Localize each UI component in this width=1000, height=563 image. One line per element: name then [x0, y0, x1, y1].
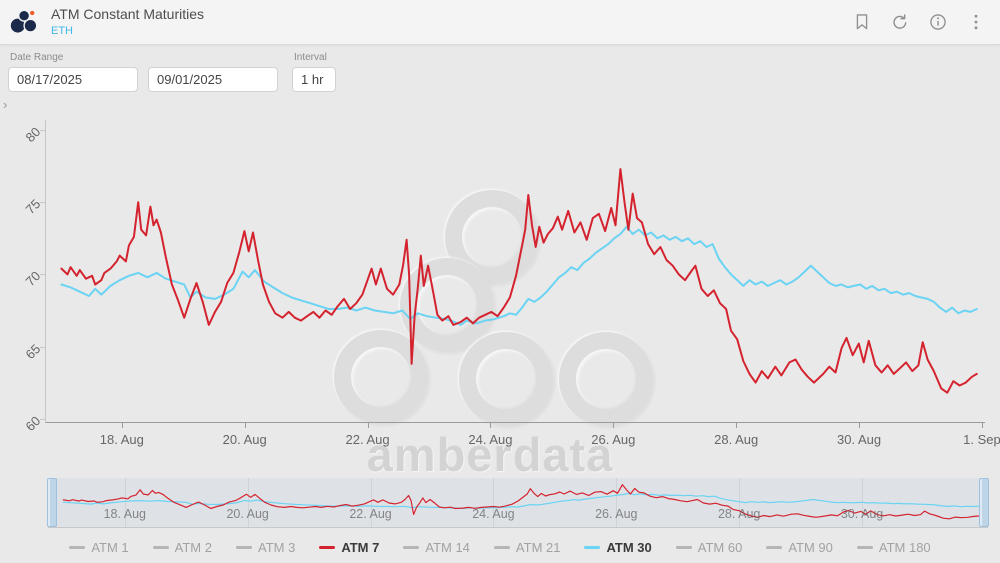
- legend-item-atm-30[interactable]: ATM 30: [584, 540, 652, 555]
- x-axis-label: 22. Aug: [345, 432, 390, 447]
- page-title: ATM Constant Maturities: [51, 6, 205, 23]
- x-axis-label: 18. Aug: [99, 432, 144, 447]
- sidebar-expand-chevron[interactable]: ›: [3, 97, 8, 112]
- navigator-x-label: 28. Aug: [717, 507, 761, 521]
- watermark: amberdata: [0, 105, 1000, 481]
- interval-label: Interval: [294, 52, 327, 63]
- x-axis-tick: [736, 423, 738, 428]
- navigator-gridline: [124, 478, 126, 527]
- legend-label: ATM 2: [174, 540, 212, 555]
- legend-label: ATM 60: [697, 540, 743, 555]
- navigator-chart-svg[interactable]: [48, 478, 988, 528]
- y-axis-tick: [40, 130, 45, 132]
- legend-dash-icon: [152, 546, 169, 549]
- legend-dash-icon: [69, 546, 86, 549]
- x-axis-label: 28. Aug: [714, 432, 759, 447]
- legend-item-atm-21[interactable]: ATM 21: [493, 540, 561, 555]
- legend-dash-icon: [766, 546, 783, 549]
- date-range-label: Date Range: [10, 52, 64, 63]
- x-axis-label: 26. Aug: [591, 432, 636, 447]
- legend-dash-icon: [403, 546, 420, 549]
- legend-item-atm-90[interactable]: ATM 90: [766, 540, 833, 555]
- chart-legend: ATM 1 ATM 2 ATM 3 ATM 7 ATM 14 ATM 21 ATM 30 AT…: [0, 540, 1000, 555]
- bookmark-icon[interactable]: [852, 12, 872, 32]
- x-axis-label: 1. Sep: [963, 432, 1000, 447]
- legend-item-atm-60[interactable]: ATM 60: [675, 540, 743, 555]
- y-axis-tick: [40, 202, 45, 204]
- x-axis-label: 20. Aug: [222, 432, 267, 447]
- x-axis-tick: [490, 423, 492, 428]
- y-axis-tick: [40, 418, 45, 420]
- legend-label: ATM 3: [257, 540, 296, 555]
- app-header: ATM Constant Maturities ETH: [0, 0, 1000, 45]
- y-axis-tick: [40, 346, 45, 348]
- y-axis-tick: [40, 274, 45, 276]
- x-axis-label: 24. Aug: [468, 432, 513, 447]
- interval-input[interactable]: [292, 67, 336, 92]
- navigator-x-label: 18. Aug: [103, 507, 146, 521]
- x-axis-tick: [613, 423, 615, 428]
- x-axis-tick: [367, 423, 369, 428]
- navigator-x-label: 20. Aug: [226, 507, 269, 521]
- x-axis-tick: [981, 423, 983, 428]
- legend-label: ATM 180: [878, 540, 931, 555]
- asset-subtitle: ETH: [51, 24, 73, 37]
- navigator-gridline: [493, 478, 495, 527]
- watermark-text: amberdata: [366, 428, 614, 481]
- legend-label: ATM 21: [515, 540, 561, 555]
- main-chart-svg[interactable]: [46, 120, 986, 423]
- navigator-x-label: 30. Aug: [840, 507, 884, 521]
- legend-label: ATM 90: [788, 540, 833, 555]
- legend-item-atm-2[interactable]: ATM 2: [152, 540, 212, 555]
- legend-item-atm-180[interactable]: ATM 180: [856, 540, 931, 555]
- chart-plot[interactable]: [45, 120, 985, 423]
- legend-dash-icon: [675, 546, 692, 549]
- controls-bar: Date Range Interval: [8, 52, 336, 92]
- x-axis-tick: [244, 423, 246, 428]
- date-range-group: Date Range: [8, 52, 278, 92]
- legend-dash-icon: [319, 546, 336, 549]
- navigator-handle-left[interactable]: [47, 478, 57, 527]
- range-navigator[interactable]: 18. Aug 20. Aug 22. Aug 24. Aug 26. Aug 28. A…: [47, 478, 989, 528]
- x-axis-tick: [859, 423, 861, 428]
- x-axis-tick: [121, 423, 123, 428]
- legend-item-atm-1[interactable]: ATM 1: [69, 540, 129, 555]
- date-from-input[interactable]: [8, 67, 138, 92]
- more-menu-icon[interactable]: [966, 12, 986, 32]
- legend-item-atm-14[interactable]: ATM 14: [403, 540, 470, 555]
- info-icon[interactable]: [928, 12, 948, 32]
- navigator-x-label: 24. Aug: [472, 507, 515, 521]
- navigator-handle-right[interactable]: [979, 478, 989, 527]
- navigator-gridline: [247, 478, 249, 527]
- navigator-gridline: [616, 478, 618, 527]
- x-axis-label: 30. Aug: [836, 432, 882, 447]
- legend-label: ATM 1: [91, 540, 129, 555]
- legend-dash-icon: [493, 546, 510, 549]
- legend-label: ATM 30: [606, 540, 652, 555]
- navigator-gridline: [739, 478, 741, 527]
- date-to-input[interactable]: [148, 67, 278, 92]
- legend-item-atm-7[interactable]: ATM 7: [319, 540, 379, 555]
- legend-dash-icon: [235, 546, 252, 549]
- amberdata-logo: [9, 9, 38, 34]
- legend-label: ATM 7: [341, 540, 380, 555]
- navigator-x-label: 26. Aug: [595, 507, 638, 521]
- navigator-x-label: 22. Aug: [349, 507, 392, 521]
- header-actions: [852, 12, 1000, 32]
- main-chart-area: amberdata 60 65 70 75 80 18. Aug 20. Aug 22. Au…: [0, 105, 1000, 481]
- legend-label: ATM 14: [425, 540, 470, 555]
- legend-dash-icon: [584, 546, 601, 549]
- refresh-icon[interactable]: [890, 12, 910, 32]
- legend-item-atm-3[interactable]: ATM 3: [235, 540, 296, 555]
- legend-dash-icon: [856, 546, 873, 549]
- navigator-gridline: [370, 478, 372, 527]
- interval-group: Interval: [292, 52, 336, 92]
